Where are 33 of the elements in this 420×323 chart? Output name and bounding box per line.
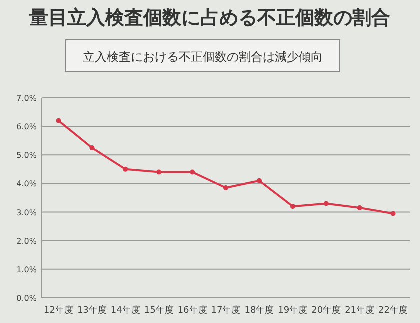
y-tick-label: 3.0% xyxy=(16,208,38,218)
x-tick-label: 22年度 xyxy=(378,305,408,316)
chart-title: 量目立入検査個数に占める不正個数の割合 xyxy=(28,7,390,29)
x-tick-label: 21年度 xyxy=(345,305,375,316)
point xyxy=(290,204,296,210)
y-tick-label: 2.0% xyxy=(16,236,38,246)
point xyxy=(390,211,396,216)
x-tick-label: 15年度 xyxy=(144,305,174,316)
x-tick-label: 16年度 xyxy=(178,305,208,316)
x-tick-label: 20年度 xyxy=(312,305,342,316)
point xyxy=(190,170,196,175)
y-tick-label: 4.0% xyxy=(16,180,38,189)
y-tick-label: 1.0% xyxy=(16,265,38,274)
point xyxy=(256,178,262,184)
x-tick-label: 14年度 xyxy=(110,305,140,316)
y-tick-label: 0.0% xyxy=(16,294,38,303)
point xyxy=(324,201,329,206)
point xyxy=(90,146,95,150)
point xyxy=(123,166,128,172)
x-tick-label: 17年度 xyxy=(211,305,241,316)
x-tick-label: 12年度 xyxy=(44,305,74,316)
x-tick-label: 19年度 xyxy=(278,305,308,316)
x-tick-label: 13年度 xyxy=(77,305,107,316)
point xyxy=(224,186,228,190)
y-tick-label: 6.0% xyxy=(16,122,38,132)
point xyxy=(357,206,362,210)
point xyxy=(156,170,162,175)
point xyxy=(56,118,62,124)
y-tick-label: 5.0% xyxy=(16,151,38,160)
y-tick-label: 7.0% xyxy=(16,94,38,103)
chart-subtitle: 立入検査における不正個数の割合は減少傾向 xyxy=(83,50,323,64)
subtitle: 立入検査における不正個数の割合は減少傾向 xyxy=(66,40,340,72)
x-tick-label: 18年度 xyxy=(244,305,274,316)
